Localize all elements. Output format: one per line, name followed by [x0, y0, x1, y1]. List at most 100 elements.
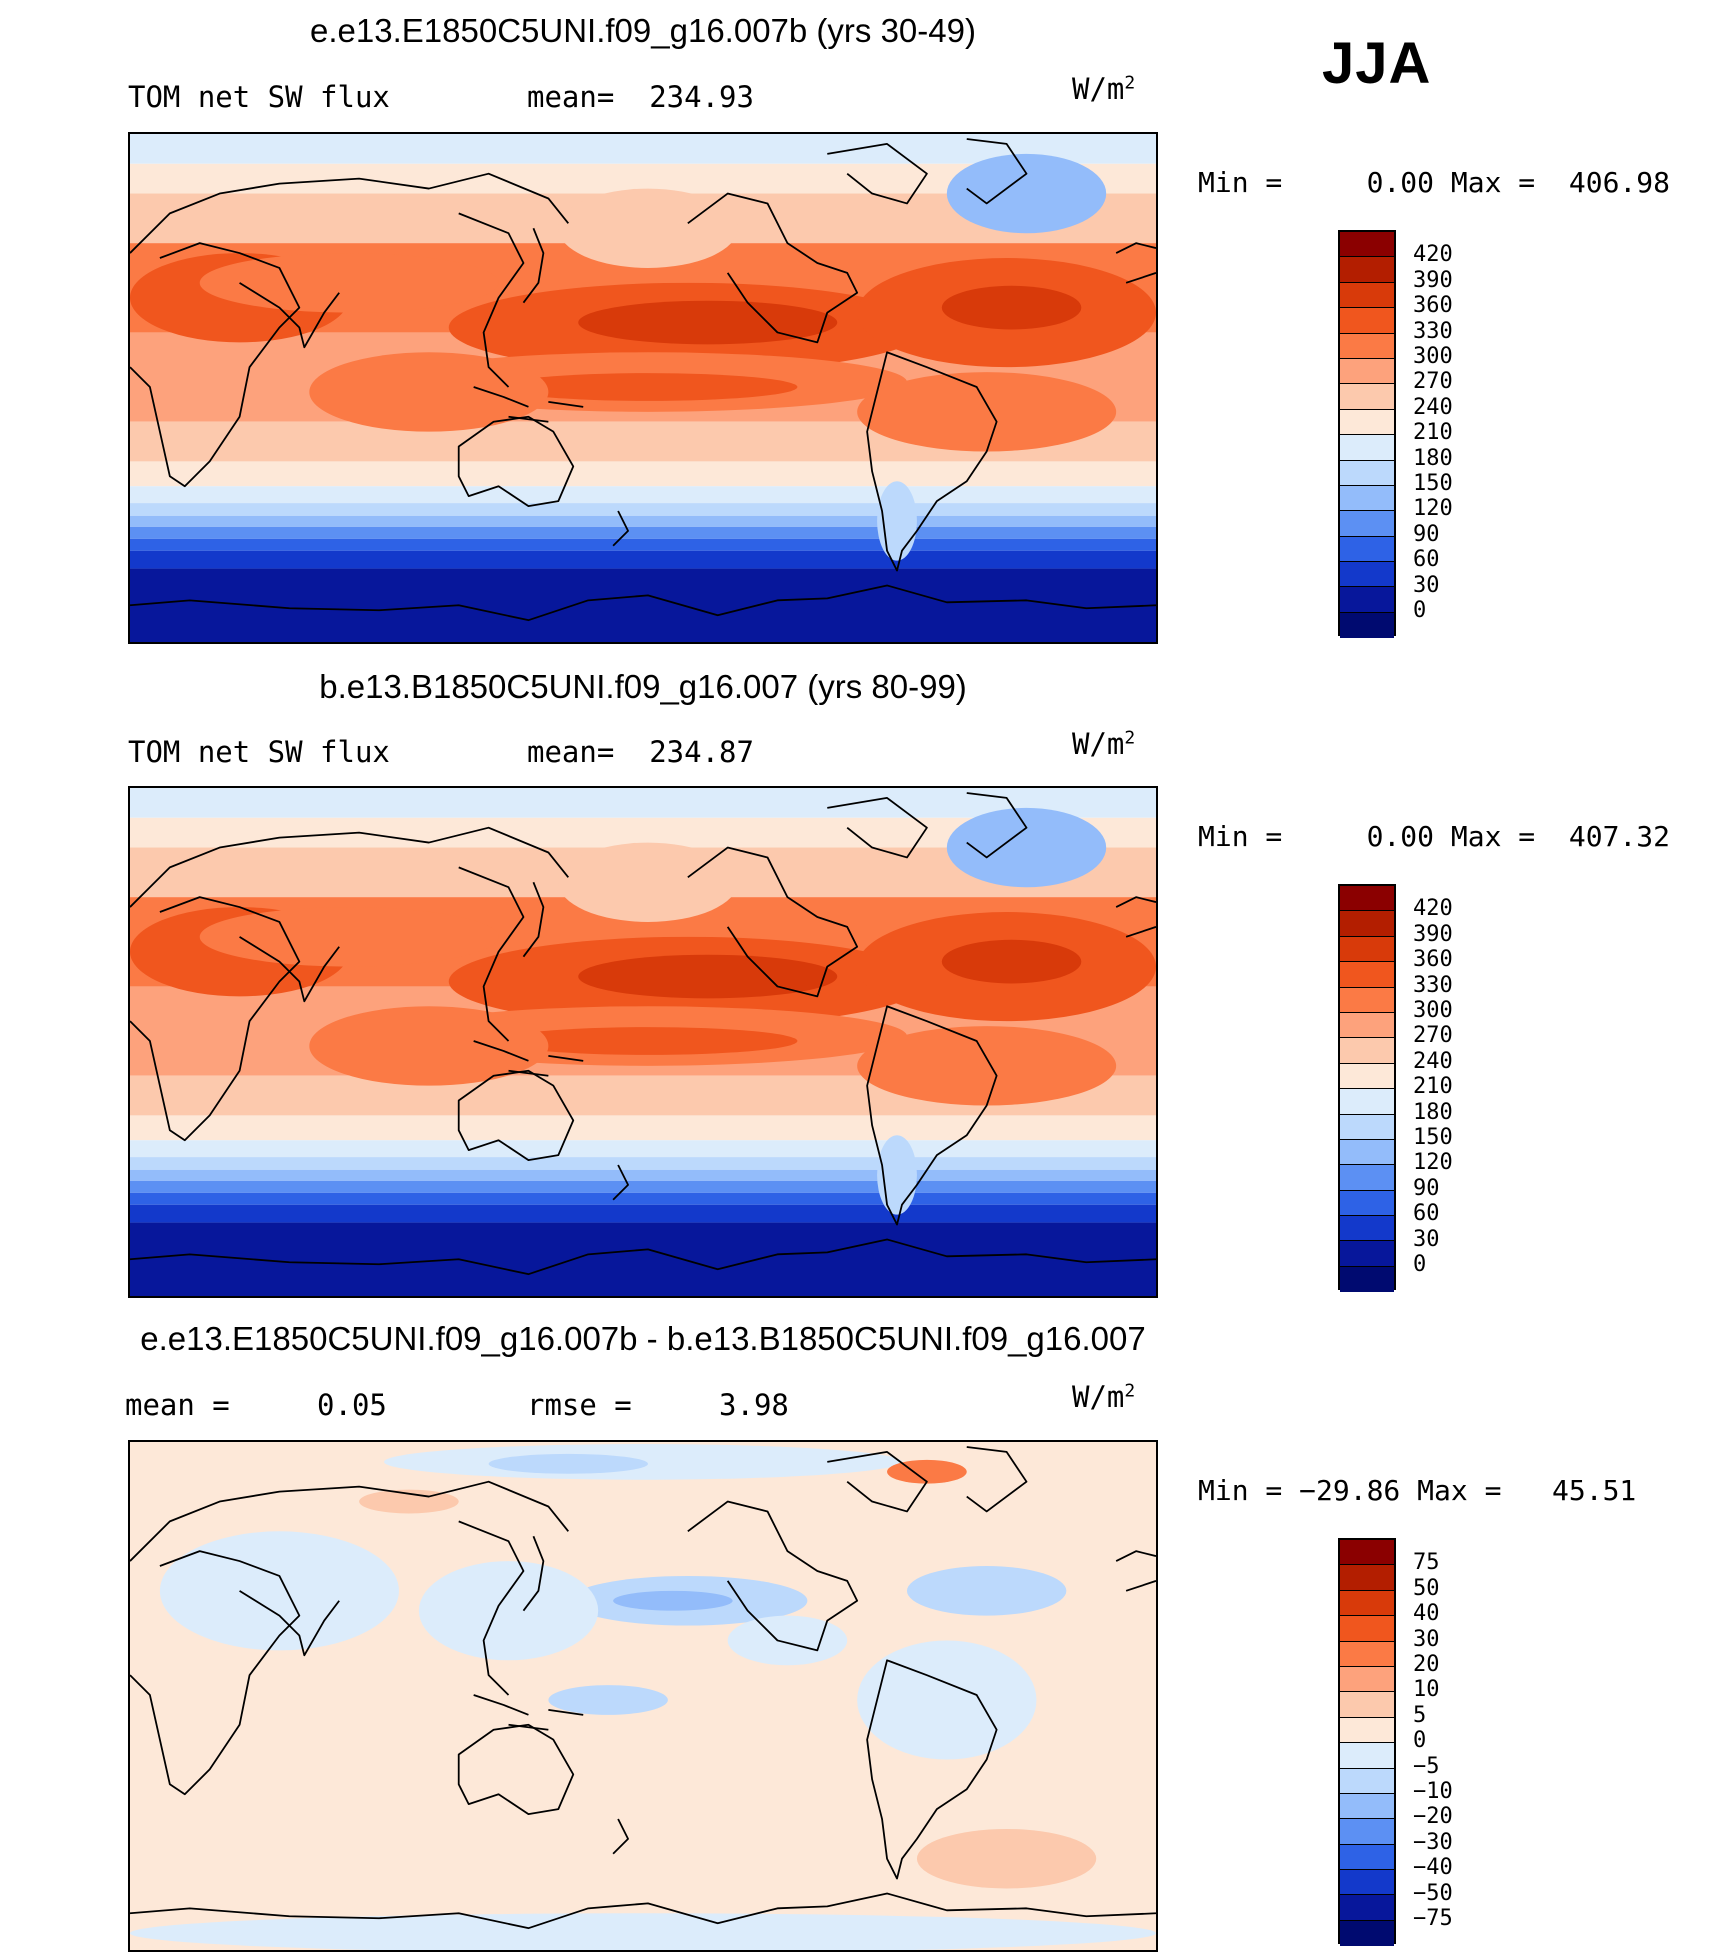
- colorbar-tick-label: 10: [1413, 1677, 1440, 1703]
- colorbar-tick-label: 0: [1413, 1728, 1427, 1754]
- colorbar-tick-label: 60: [1413, 1201, 1440, 1227]
- colorbar-swatch: [1340, 1266, 1394, 1293]
- colorbar-tick-label: 180: [1413, 1099, 1453, 1125]
- colorbar-swatch: [1340, 1819, 1394, 1845]
- panel-1-units: W/m2: [1072, 72, 1136, 106]
- colorbar-swatch: [1340, 1139, 1394, 1166]
- colorbar-tick-label: 90: [1413, 521, 1440, 547]
- colorbar-swatch: [1340, 1165, 1394, 1191]
- colorbar-tick-label: 240: [1413, 394, 1453, 420]
- panel-2-units: W/m2: [1072, 727, 1136, 761]
- colorbar-tick-label: 420: [1413, 242, 1453, 268]
- colorbar-swatch: [1340, 1743, 1394, 1769]
- panel-3-min-max: Min = −29.86 Max = 45.51: [1198, 1474, 1637, 1507]
- colorbar-swatch: [1340, 308, 1394, 334]
- colorbar-tick-label: 270: [1413, 369, 1453, 395]
- colorbar-tick-label: 270: [1413, 1023, 1453, 1049]
- colorbar-swatch: [1340, 1616, 1394, 1642]
- colorbar-swatch: [1340, 257, 1394, 283]
- colorbar-tick-label: 210: [1413, 1074, 1453, 1100]
- colorbar-swatch: [1340, 1590, 1394, 1617]
- colorbar-tick-label: 420: [1413, 896, 1453, 922]
- colorbar-swatch: [1340, 333, 1394, 359]
- colorbar-swatch: [1340, 1063, 1394, 1090]
- colorbar-tick-label: 30: [1413, 572, 1440, 598]
- colorbar-swatch: [1340, 987, 1394, 1013]
- colorbar-tick-label: −20: [1413, 1804, 1453, 1830]
- colorbar-swatch: [1340, 1870, 1394, 1896]
- panel-2-map: [128, 786, 1158, 1298]
- colorbar-swatch: [1340, 1666, 1394, 1693]
- panel-1-min-max: Min = 0.00 Max = 406.98: [1198, 166, 1671, 199]
- colorbar-swatch: [1340, 1216, 1394, 1242]
- panel-3-title: e.e13.E1850C5UNI.f09_g16.007b - b.e13.B1…: [140, 1320, 1146, 1357]
- map-field: [130, 788, 1156, 1296]
- panel-3-rmse-label: rmse = 3.98: [527, 1388, 789, 1422]
- colorbar-swatch: [1340, 962, 1394, 988]
- colorbar-swatch: [1340, 1012, 1394, 1039]
- colorbar-swatch: [1340, 435, 1394, 461]
- colorbar-tick-label: 180: [1413, 445, 1453, 471]
- colorbar-tick-label: 240: [1413, 1048, 1453, 1074]
- panel-1-colorbar: [1338, 230, 1396, 639]
- colorbar-swatch: [1340, 409, 1394, 436]
- panel-2-variable-label: TOM net SW flux: [128, 735, 390, 769]
- colorbar-tick-label: −50: [1413, 1880, 1453, 1906]
- colorbar-swatch: [1340, 460, 1394, 486]
- colorbar-swatch: [1340, 1768, 1394, 1794]
- colorbar-tick-label: 210: [1413, 420, 1453, 446]
- colorbar-tick-label: 0: [1413, 1252, 1427, 1277]
- colorbar-tick-label: 40: [1413, 1601, 1440, 1627]
- colorbar-swatch: [1340, 358, 1394, 385]
- colorbar-tick-label: 75: [1413, 1550, 1440, 1576]
- colorbar-tick-label: −40: [1413, 1855, 1453, 1881]
- colorbar-tick-label: 20: [1413, 1652, 1440, 1677]
- colorbar-tick-label: 50: [1413, 1575, 1440, 1601]
- colorbar-swatch: [1340, 1920, 1394, 1947]
- colorbar-tick-label: 5: [1413, 1702, 1427, 1728]
- colorbar-tick-label: 90: [1413, 1175, 1440, 1201]
- panel-2-colorbar: [1338, 884, 1396, 1293]
- colorbar-swatch: [1340, 1793, 1394, 1820]
- colorbar-tick-label: 120: [1413, 1150, 1453, 1176]
- panel-2-title: b.e13.B1850C5UNI.f09_g16.007 (yrs 80-99): [319, 668, 967, 705]
- colorbar-tick-label: 390: [1413, 921, 1453, 947]
- colorbar-swatch: [1340, 511, 1394, 537]
- colorbar-tick-label: 60: [1413, 547, 1440, 573]
- panel-3-map: [128, 1440, 1158, 1952]
- panel-2-min-max: Min = 0.00 Max = 407.32: [1198, 820, 1671, 853]
- panel-1-variable-label: TOM net SW flux: [128, 80, 390, 114]
- colorbar-tick-label: 150: [1413, 471, 1453, 496]
- colorbar-swatch: [1340, 232, 1394, 258]
- colorbar-swatch: [1340, 1190, 1394, 1217]
- colorbar-tick-label: 120: [1413, 496, 1453, 522]
- panel-3-colorbar: [1338, 1538, 1396, 1947]
- colorbar-swatch: [1340, 1895, 1394, 1921]
- colorbar-swatch: [1340, 1565, 1394, 1591]
- colorbar-swatch: [1340, 612, 1394, 639]
- panel-1-map: [128, 132, 1158, 644]
- colorbar-swatch: [1340, 1089, 1394, 1115]
- colorbar-swatch: [1340, 1641, 1394, 1667]
- colorbar-swatch: [1340, 587, 1394, 613]
- colorbar-tick-label: 300: [1413, 998, 1453, 1023]
- colorbar-swatch: [1340, 282, 1394, 309]
- season-label: JJA: [1322, 31, 1432, 96]
- colorbar-swatch: [1340, 1844, 1394, 1871]
- panel-1-title: e.e13.E1850C5UNI.f09_g16.007b (yrs 30-49…: [310, 12, 976, 49]
- colorbar-tick-label: 330: [1413, 318, 1453, 344]
- colorbar-tick-label: −5: [1413, 1753, 1440, 1779]
- colorbar-swatch: [1340, 1717, 1394, 1744]
- colorbar-tick-label: −75: [1413, 1906, 1453, 1931]
- colorbar-swatch: [1340, 936, 1394, 963]
- colorbar-tick-label: 360: [1413, 947, 1453, 973]
- panel-1-mean-label: mean= 234.93: [527, 80, 754, 114]
- map-field: [130, 1442, 1156, 1950]
- colorbar-tick-label: 30: [1413, 1626, 1440, 1652]
- colorbar-tick-label: 360: [1413, 293, 1453, 319]
- colorbar-tick-label: −10: [1413, 1779, 1453, 1804]
- colorbar-swatch: [1340, 562, 1394, 588]
- colorbar-swatch: [1340, 485, 1394, 512]
- colorbar-tick-label: 300: [1413, 344, 1453, 369]
- colorbar-swatch: [1340, 1241, 1394, 1267]
